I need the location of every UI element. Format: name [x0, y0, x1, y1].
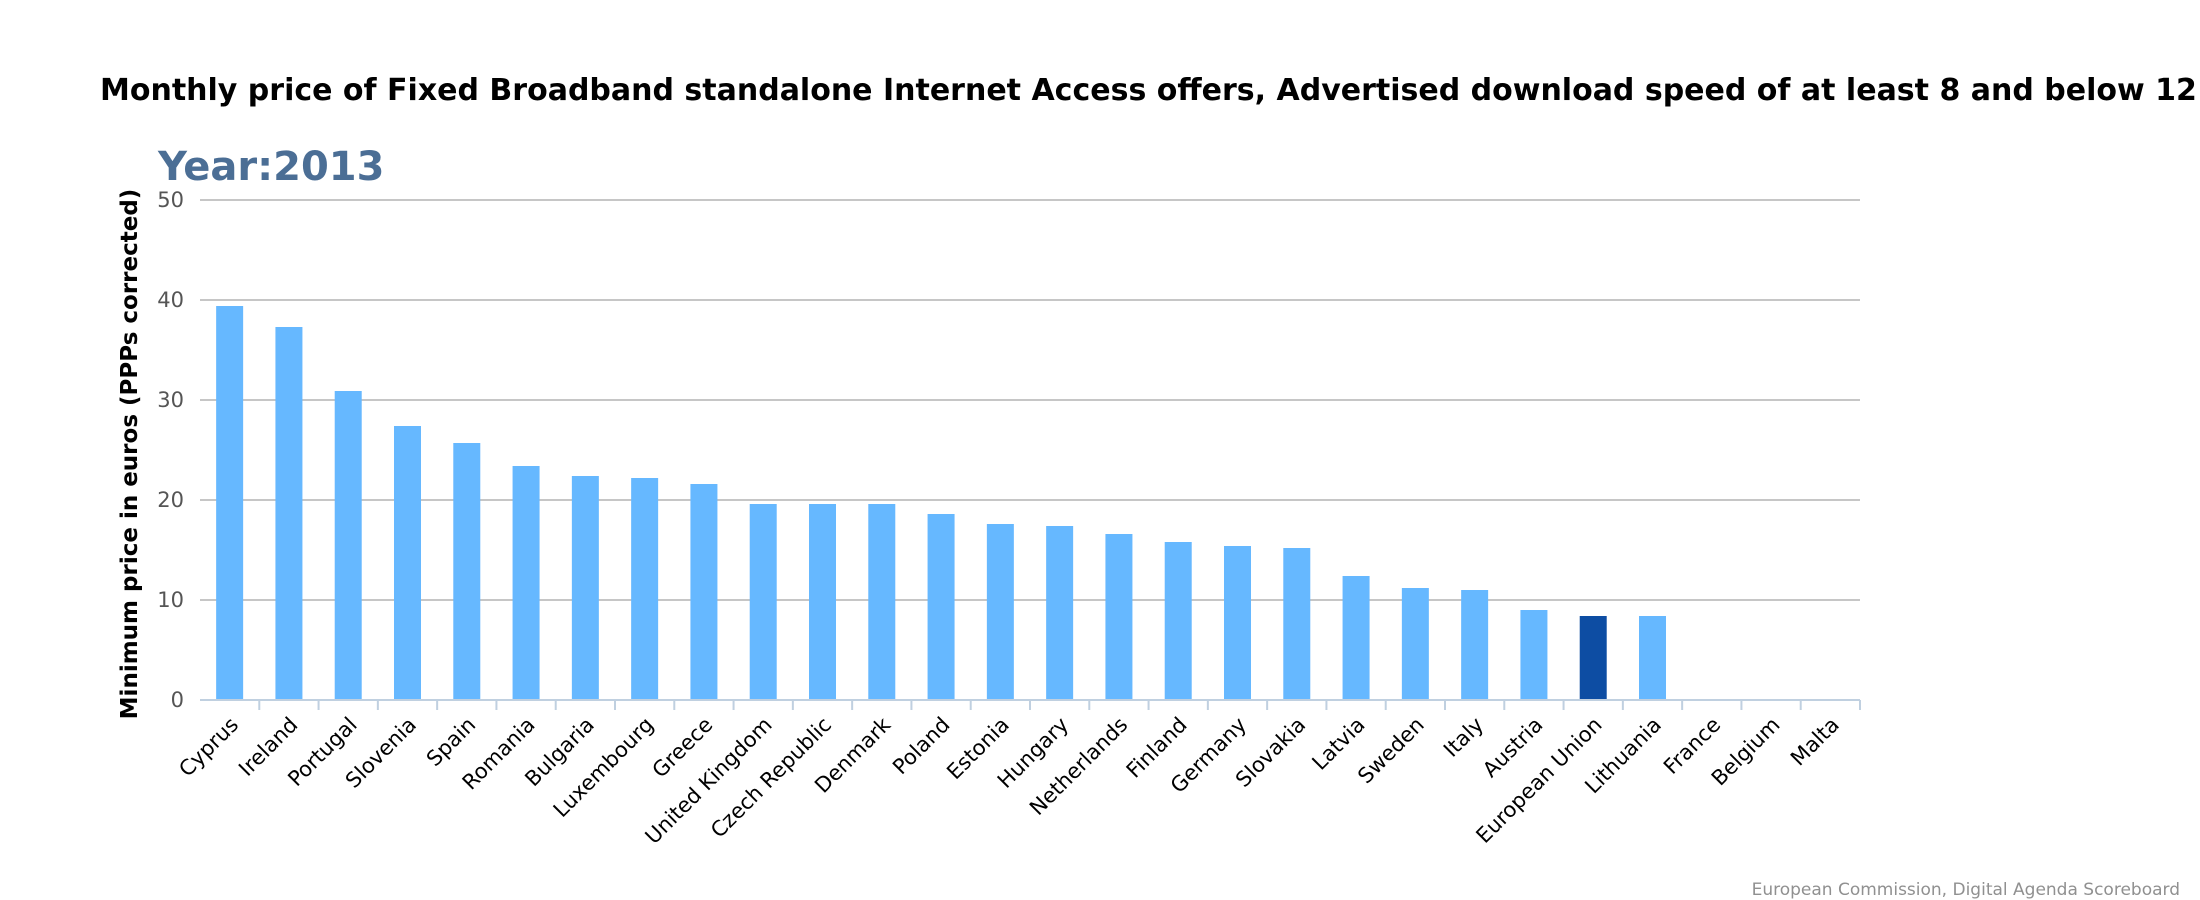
- bars: [216, 306, 1666, 700]
- bar-hungary[interactable]: [1046, 526, 1074, 700]
- bar-poland[interactable]: [927, 514, 955, 700]
- y-tick-label: 40: [157, 288, 184, 312]
- bar-lithuania[interactable]: [1639, 616, 1666, 700]
- x-tick-label: Cyprus: [174, 713, 243, 782]
- bar-cyprus[interactable]: [216, 306, 244, 700]
- bar-latvia[interactable]: [1342, 576, 1370, 700]
- chart-subtitle: Year:2013: [157, 144, 384, 190]
- x-tick-label: Italy: [1439, 713, 1488, 762]
- y-tick-label: 30: [157, 388, 184, 412]
- bar-czech-republic[interactable]: [809, 504, 836, 700]
- x-axis: [200, 699, 1861, 710]
- bar-sweden[interactable]: [1401, 588, 1429, 700]
- bar-portugal[interactable]: [334, 391, 362, 700]
- bar-germany[interactable]: [1224, 546, 1251, 700]
- bar-bulgaria[interactable]: [571, 476, 599, 700]
- bar-united-kingdom[interactable]: [749, 504, 777, 700]
- bar-slovenia[interactable]: [394, 426, 421, 700]
- y-tick-label: 20: [157, 488, 184, 512]
- bar-greece[interactable]: [690, 484, 718, 700]
- x-tick-label: Sweden: [1353, 713, 1429, 789]
- bar-italy[interactable]: [1461, 590, 1489, 700]
- y-tick-label: 50: [157, 188, 184, 212]
- x-tick-label: Malta: [1786, 713, 1844, 771]
- bar-finland[interactable]: [1164, 542, 1192, 700]
- bar-luxembourg[interactable]: [631, 478, 659, 700]
- bar-netherlands[interactable]: [1105, 534, 1133, 700]
- grid-lines: [200, 199, 1860, 601]
- chart-credit: European Commission, Digital Agenda Scor…: [1752, 880, 2180, 900]
- bar-spain[interactable]: [453, 443, 481, 700]
- bar-denmark[interactable]: [868, 504, 896, 700]
- bar-ireland[interactable]: [275, 327, 303, 700]
- bar-romania[interactable]: [512, 466, 540, 700]
- bar-slovakia[interactable]: [1283, 548, 1311, 700]
- y-axis-label: Minimum price in euros (PPPs corrected): [117, 189, 143, 720]
- y-tick-label: 0: [171, 688, 184, 712]
- bar-european-union[interactable]: [1579, 616, 1607, 700]
- bar-austria[interactable]: [1520, 610, 1548, 700]
- bar-estonia[interactable]: [986, 524, 1014, 700]
- y-axis-ticks: 0 10 20 30 40 50: [157, 188, 184, 712]
- chart-title: Monthly price of Fixed Broadband standal…: [100, 73, 2200, 108]
- y-tick-label: 10: [157, 588, 184, 612]
